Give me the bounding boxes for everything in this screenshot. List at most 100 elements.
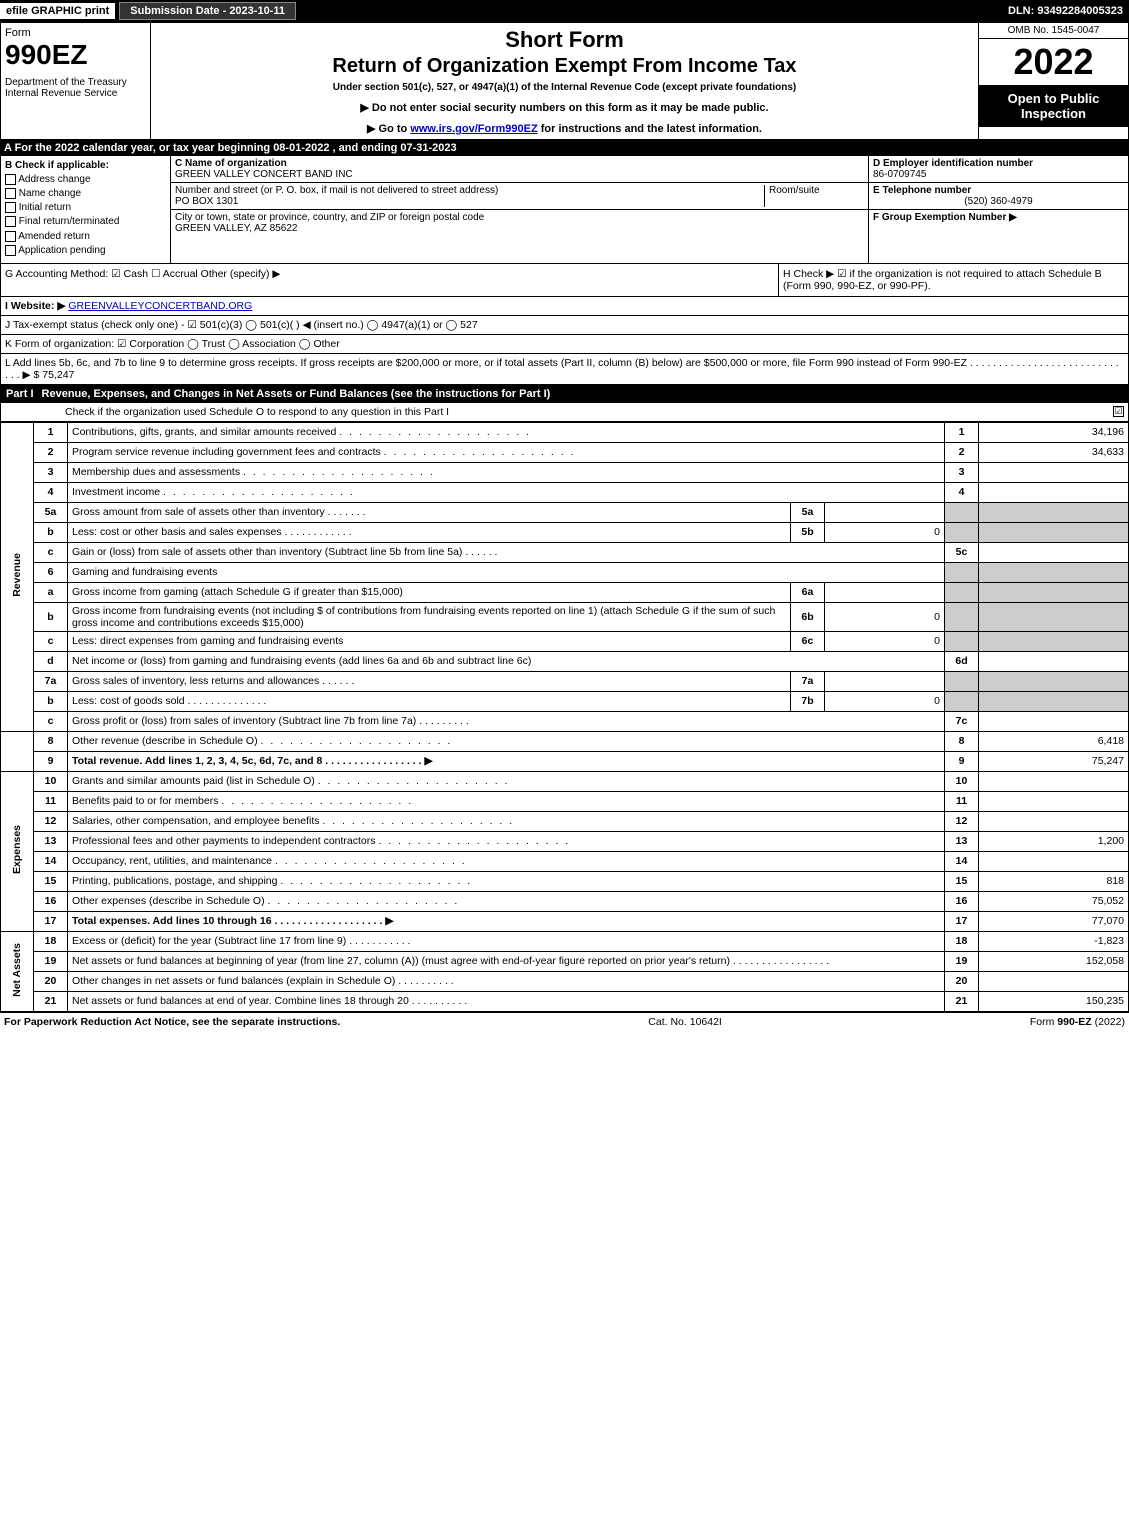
header-left: Form 990EZ Department of the Treasury In… (1, 23, 151, 139)
chk-initial[interactable]: Initial return (5, 202, 166, 213)
dept-label: Department of the Treasury Internal Reve… (5, 77, 146, 99)
section-d: D Employer identification number 86-0709… (869, 156, 1128, 183)
part1-checkbox[interactable]: ☑ (1113, 406, 1124, 417)
footer-mid: Cat. No. 10642I (648, 1016, 722, 1028)
header-mid: Short Form Return of Organization Exempt… (151, 23, 978, 139)
section-e: E Telephone number (520) 360-4979 (869, 183, 1128, 210)
section-b-header: B Check if applicable: (5, 160, 166, 171)
website-link[interactable]: GREENVALLEYCONCERTBAND.ORG (68, 300, 252, 312)
line-4: 4Investment income 4 (1, 482, 1129, 502)
lines-table: Revenue 1 Contributions, gifts, grants, … (0, 422, 1129, 1012)
section-c: C Name of organization GREEN VALLEY CONC… (171, 156, 868, 263)
footer-right: Form 990-EZ (2022) (1030, 1016, 1125, 1028)
line-12: 12Salaries, other compensation, and empl… (1, 811, 1129, 831)
part1-title: Revenue, Expenses, and Changes in Net As… (42, 388, 551, 400)
chk-pending[interactable]: Application pending (5, 245, 166, 256)
short-form-title: Short Form (159, 27, 970, 53)
line-9: 9Total revenue. Add lines 1, 2, 3, 4, 5c… (1, 751, 1129, 771)
part1-label: Part I (6, 388, 42, 400)
section-j: J Tax-exempt status (check only one) - ☑… (0, 316, 1129, 335)
group-exemption-label: F Group Exemption Number ▶ (873, 212, 1017, 223)
netassets-label: Net Assets (1, 931, 34, 1011)
part1-check: Check if the organization used Schedule … (0, 403, 1129, 422)
org-addr: PO BOX 1301 (175, 196, 238, 207)
footer-left: For Paperwork Reduction Act Notice, see … (4, 1016, 340, 1028)
open-inspection: Open to Public Inspection (979, 85, 1128, 127)
org-name: GREEN VALLEY CONCERT BAND INC (175, 169, 353, 180)
section-a: A For the 2022 calendar year, or tax yea… (0, 140, 1129, 156)
line-5a: 5aGross amount from sale of assets other… (1, 502, 1129, 522)
part1-header: Part I Revenue, Expenses, and Changes in… (0, 385, 1129, 403)
part1-check-text: Check if the organization used Schedule … (5, 406, 1113, 418)
line-2: 2Program service revenue including gover… (1, 442, 1129, 462)
website-label: I Website: ▶ (5, 300, 65, 312)
section-k: K Form of organization: ☑ Corporation ◯ … (0, 335, 1129, 354)
line-11: 11Benefits paid to or for members 11 (1, 791, 1129, 811)
line-16: 16Other expenses (describe in Schedule O… (1, 891, 1129, 911)
section-def: D Employer identification number 86-0709… (868, 156, 1128, 263)
omb-number: OMB No. 1545-0047 (979, 23, 1128, 39)
section-l: L Add lines 5b, 6c, and 7b to line 9 to … (0, 354, 1129, 385)
phone-value: (520) 360-4979 (873, 196, 1124, 207)
addr-label: Number and street (or P. O. box, if mail… (175, 185, 498, 196)
line-6d: dNet income or (loss) from gaming and fu… (1, 651, 1129, 671)
city-label: City or town, state or province, country… (175, 212, 484, 223)
section-b: B Check if applicable: Address change Na… (1, 156, 171, 263)
line-6: 6Gaming and fundraising events (1, 562, 1129, 582)
line-13: 13Professional fees and other payments t… (1, 831, 1129, 851)
org-city: GREEN VALLEY, AZ 85622 (175, 223, 297, 234)
line-1: Revenue 1 Contributions, gifts, grants, … (1, 422, 1129, 442)
ein-label: D Employer identification number (873, 158, 1033, 169)
top-bar: efile GRAPHIC print Submission Date - 20… (0, 0, 1129, 22)
info-block: B Check if applicable: Address change Na… (0, 156, 1129, 264)
line-14: 14Occupancy, rent, utilities, and mainte… (1, 851, 1129, 871)
section-h: H Check ▶ ☑ if the organization is not r… (778, 264, 1128, 296)
efile-label: efile GRAPHIC print (0, 3, 115, 19)
chk-amended[interactable]: Amended return (5, 231, 166, 242)
dln-label: DLN: 93492284005323 (1008, 5, 1129, 17)
line-15: 15Printing, publications, postage, and s… (1, 871, 1129, 891)
line-6c: cLess: direct expenses from gaming and f… (1, 631, 1129, 651)
form-subtitle: Under section 501(c), 527, or 4947(a)(1)… (159, 82, 970, 93)
line-5c: cGain or (loss) from sale of assets othe… (1, 542, 1129, 562)
room-label: Room/suite (764, 185, 864, 207)
line-18: Net Assets 18Excess or (deficit) for the… (1, 931, 1129, 951)
irs-link[interactable]: www.irs.gov/Form990EZ (410, 123, 537, 135)
phone-label: E Telephone number (873, 185, 971, 196)
org-addr-row: Number and street (or P. O. box, if mail… (171, 183, 868, 210)
line-8: 8Other revenue (describe in Schedule O) … (1, 731, 1129, 751)
form-number: 990EZ (5, 39, 146, 71)
chk-name[interactable]: Name change (5, 188, 166, 199)
note-link: ▶ Go to www.irs.gov/Form990EZ for instru… (159, 122, 970, 135)
footer: For Paperwork Reduction Act Notice, see … (0, 1012, 1129, 1031)
form-word: Form (5, 27, 146, 39)
line-6b: bGross income from fundraising events (n… (1, 602, 1129, 631)
line-7a: 7aGross sales of inventory, less returns… (1, 671, 1129, 691)
note2-post: for instructions and the latest informat… (538, 123, 762, 135)
chk-final[interactable]: Final return/terminated (5, 216, 166, 227)
line-3: 3Membership dues and assessments 3 (1, 462, 1129, 482)
revenue-label: Revenue (1, 422, 34, 731)
line-7b: bLess: cost of goods sold . . . . . . . … (1, 691, 1129, 711)
header-right: OMB No. 1545-0047 2022 Open to Public In… (978, 23, 1128, 139)
tax-year: 2022 (979, 39, 1128, 85)
expenses-label: Expenses (1, 771, 34, 931)
line-7c: cGross profit or (loss) from sales of in… (1, 711, 1129, 731)
line-19: 19Net assets or fund balances at beginni… (1, 951, 1129, 971)
org-name-row: C Name of organization GREEN VALLEY CONC… (171, 156, 868, 183)
form-header: Form 990EZ Department of the Treasury In… (0, 22, 1129, 140)
note-ssn: ▶ Do not enter social security numbers o… (159, 101, 970, 114)
line-10: Expenses 10Grants and similar amounts pa… (1, 771, 1129, 791)
line-6a: aGross income from gaming (attach Schedu… (1, 582, 1129, 602)
org-name-label: C Name of organization (175, 158, 287, 169)
section-f: F Group Exemption Number ▶ (869, 210, 1128, 225)
note2-pre: ▶ Go to (367, 123, 410, 135)
line-5b: bLess: cost or other basis and sales exp… (1, 522, 1129, 542)
line-21: 21Net assets or fund balances at end of … (1, 991, 1129, 1011)
line-17: 17Total expenses. Add lines 10 through 1… (1, 911, 1129, 931)
chk-address[interactable]: Address change (5, 174, 166, 185)
form-title: Return of Organization Exempt From Incom… (159, 55, 970, 78)
ein-value: 86-0709745 (873, 169, 926, 180)
section-i: I Website: ▶ GREENVALLEYCONCERTBAND.ORG (0, 297, 1129, 316)
row-gh: G Accounting Method: ☑ Cash ☐ Accrual Ot… (0, 264, 1129, 297)
